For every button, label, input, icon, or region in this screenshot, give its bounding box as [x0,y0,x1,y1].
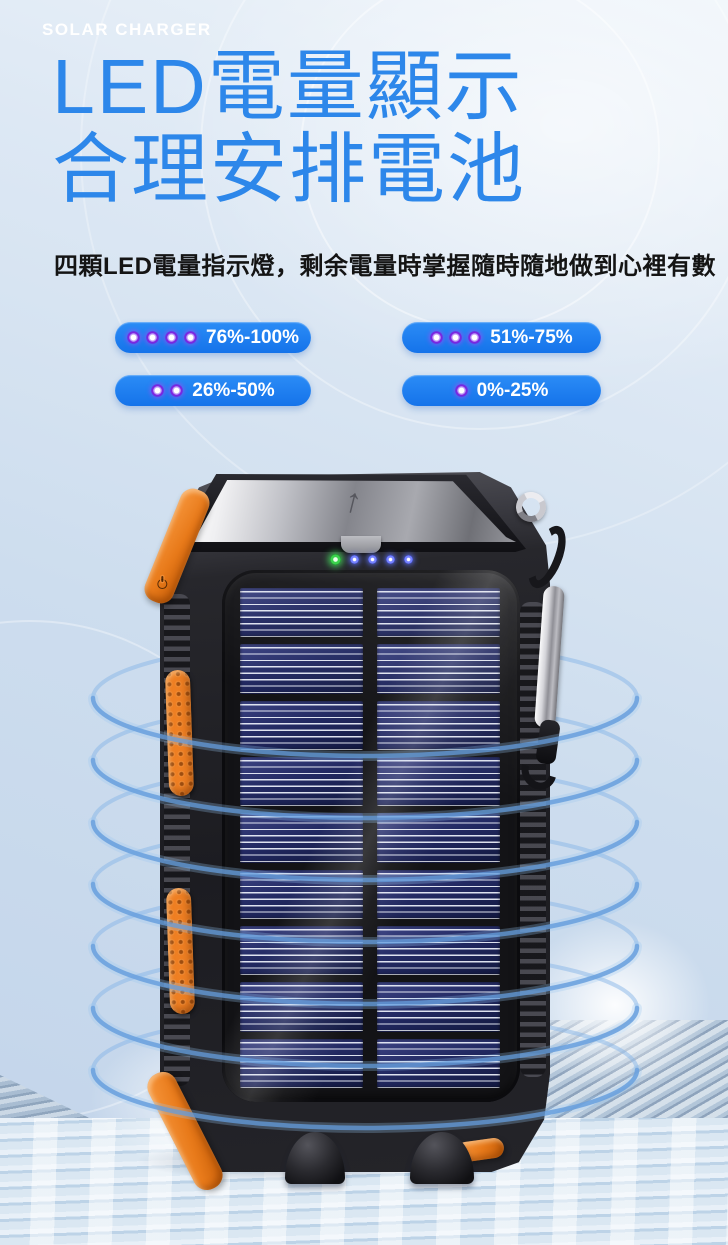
title-line-2: 合理安排電池 [52,127,526,214]
led-dot-icon [146,331,160,344]
battery-range-label: 76%-100% [206,326,299,348]
battery-range-label: 51%-75% [490,326,573,348]
blue-led-icon [349,554,359,564]
wave-ring-glow [88,1065,642,1133]
green-led-group [329,553,341,565]
blue-led-icon [367,554,377,564]
led-dot-icon [430,331,444,344]
wave-ring-glow [88,693,642,761]
led-dot-icon [468,331,482,344]
led-dots [430,331,482,344]
light-glow [520,920,710,1090]
led-dot-icon [184,331,198,344]
battery-level-pill: 76%-100% [115,322,311,353]
solar-cell [377,644,500,694]
wave-ring [90,1005,640,1069]
solar-cell [240,700,363,750]
battery-level-pill: 0%-25% [402,375,601,406]
blue-led-icon [385,554,395,564]
wave-ring-glow [88,941,642,1009]
battery-range-label: 26%-50% [192,379,275,401]
led-dot-icon [127,331,141,344]
wave-ring-glow [88,817,642,885]
solar-cell [240,982,363,1032]
green-led-icon [329,553,341,565]
wave-ring [90,1067,640,1131]
led-dot-icon [454,384,468,397]
solar-cell [240,756,363,807]
description-text: 四顆LED電量指示燈，剩余電量時掌握隨時隨地做到心裡有數 [54,253,716,280]
page-title: LED電量顯示 合理安排電池 [52,44,526,214]
solar-cell [377,700,500,750]
solar-cell [377,588,500,638]
solar-cell [377,756,500,807]
wave-ring-glow [88,1003,642,1071]
solar-cell [377,982,500,1032]
blue-led-icon [403,554,413,564]
brand-eyebrow: SOLAR CHARGER [42,20,212,39]
wave-ring [90,943,640,1007]
blue-led-group [349,554,413,564]
led-dot-icon [170,384,184,397]
battery-level-pill: 51%-75% [402,322,601,353]
solar-cell [240,644,363,694]
title-line-1: LED電量顯示 [52,44,524,130]
solar-cell [240,813,363,863]
solar-cell [240,925,363,976]
solar-cell [377,925,500,976]
led-dot-icon [151,384,165,397]
wave-ring [90,881,640,945]
battery-level-pill: 26%-50% [115,375,311,406]
battery-range-label: 0%-25% [476,379,549,401]
led-dot-icon [449,331,463,344]
wave-rings-front [88,693,642,1133]
solar-cell [377,813,500,863]
led-dots [454,384,468,397]
solar-cell [240,588,363,638]
wave-ring-glow [88,879,642,947]
wave-ring-glow [88,755,642,823]
product-scene: ↑ [0,440,728,1245]
cap-tab [341,536,381,553]
top-cap: ↑ [184,480,516,542]
wave-ring [90,695,640,759]
led-dots [127,331,198,344]
wave-ring [90,757,640,821]
battery-indicator-leds [222,552,520,566]
wave-ring [90,819,640,883]
led-dots [151,384,184,397]
solar-panel [240,588,500,1088]
led-dot-icon [165,331,179,344]
